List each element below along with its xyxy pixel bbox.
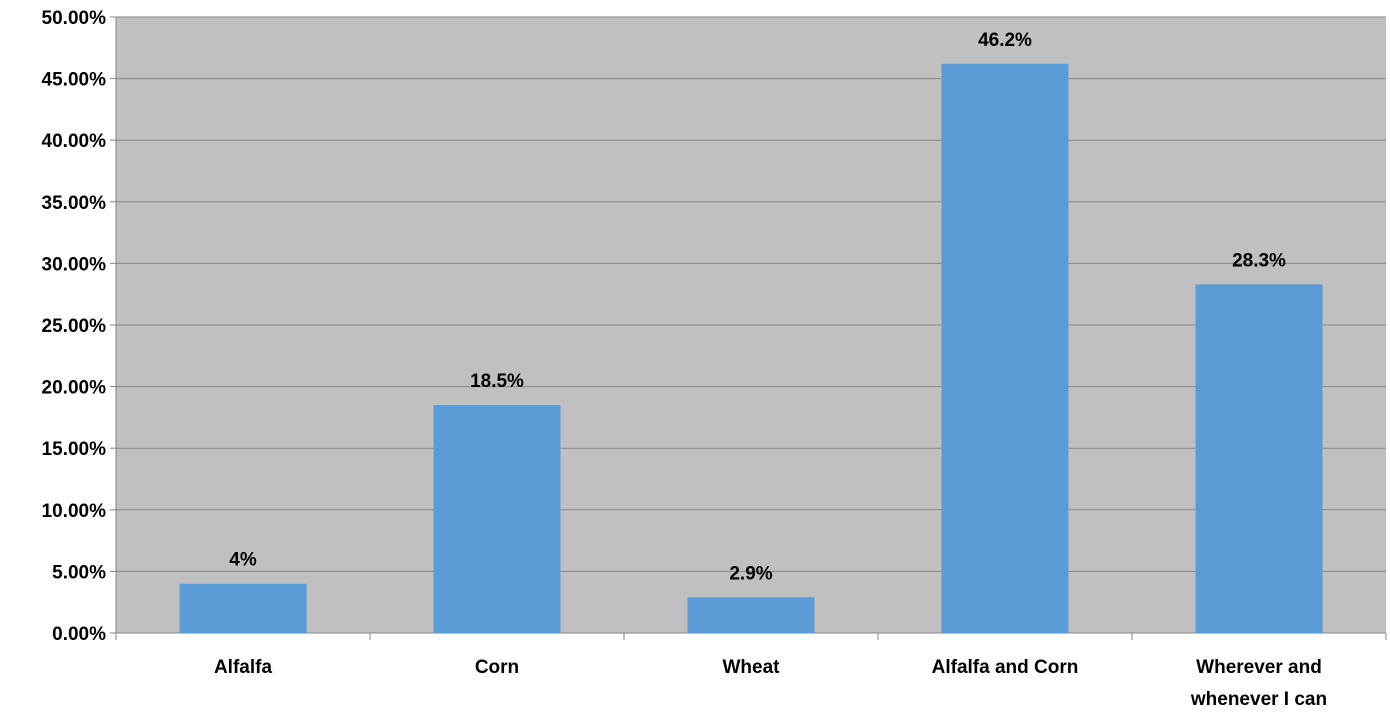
bars <box>179 63 1323 634</box>
y-tick-label: 40.00% <box>42 131 107 152</box>
bar <box>941 63 1069 634</box>
x-axis: Alfalfa Corn Wheat Alfalfa and Corn Wherever… <box>115 632 1387 710</box>
bar <box>687 597 815 633</box>
y-tick-label: 25.00% <box>42 316 107 337</box>
x-category-label: Corn <box>475 657 519 678</box>
bar <box>1195 284 1323 633</box>
data-label: 4% <box>229 550 257 571</box>
y-tick-label: 10.00% <box>42 501 107 522</box>
y-tick-label: 45.00% <box>42 70 107 91</box>
data-label: 18.5% <box>470 371 524 392</box>
y-tick-label: 5.00% <box>52 562 106 583</box>
y-axis: 0.00% 5.00% 10.00% 15.00% 20.00% 25.00% 30.00%… <box>42 8 117 645</box>
y-tick-label: 50.00% <box>42 8 107 29</box>
x-category-label: Wherever and <box>1196 657 1322 678</box>
y-tick-label: 30.00% <box>42 254 107 275</box>
bar <box>179 583 307 633</box>
data-labels: 4% 18.5% 2.9% 46.2% 28.3% <box>229 30 1286 584</box>
y-tick-label: 20.00% <box>42 378 107 399</box>
x-category-label: Wheat <box>723 657 781 678</box>
gridlines <box>116 16 1386 572</box>
data-label: 2.9% <box>729 563 772 584</box>
bar <box>433 405 561 633</box>
y-tick-label: 0.00% <box>52 624 106 645</box>
data-label: 46.2% <box>978 30 1032 51</box>
data-label: 28.3% <box>1232 250 1286 271</box>
x-category-label: Alfalfa and Corn <box>932 657 1079 678</box>
x-category-label: Alfalfa <box>214 657 273 678</box>
y-tick-label: 35.00% <box>42 193 107 214</box>
y-tick-label: 15.00% <box>42 439 107 460</box>
x-category-label: whenever I can <box>1190 689 1327 710</box>
